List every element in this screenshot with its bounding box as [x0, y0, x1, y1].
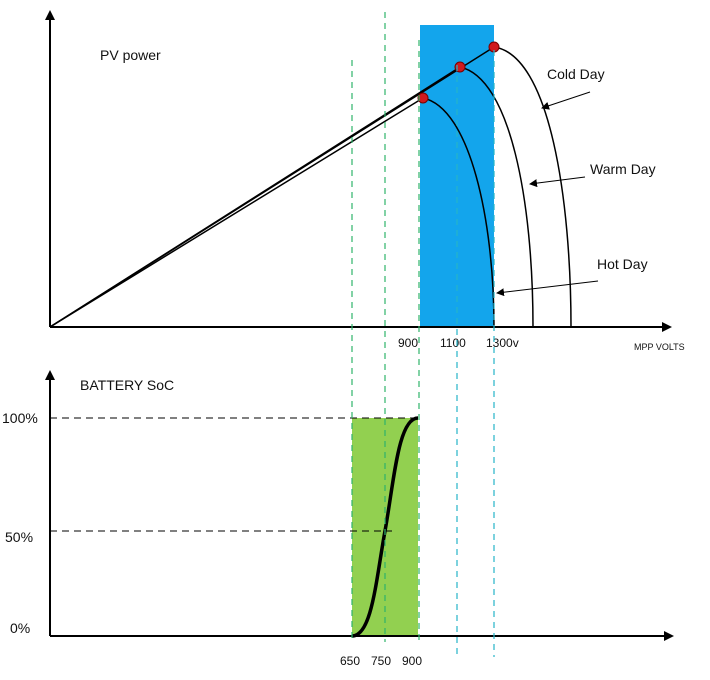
cold-curve	[49, 46, 572, 328]
x-tick-label: 1300v	[486, 336, 519, 350]
x-tick-label: 900	[402, 654, 422, 668]
x-tick-label: 1100	[440, 336, 466, 350]
curve-label: Hot Day	[597, 256, 648, 272]
warm-curve	[49, 66, 534, 328]
curve-label: Cold Day	[547, 66, 605, 82]
curve-label: Warm Day	[590, 161, 656, 177]
x-axis-label: MPP VOLTS	[634, 342, 685, 352]
hot-curve	[49, 97, 495, 328]
arrow	[529, 176, 586, 188]
y-tick-label: 100%	[2, 410, 38, 426]
x-tick-label: 750	[371, 654, 391, 668]
panel-title: BATTERY SoC	[80, 377, 174, 393]
x-tick-label: 900	[398, 336, 418, 350]
y-tick-label: 50%	[5, 529, 33, 545]
x-tick-label: 650	[340, 654, 360, 668]
y-tick-label: 0%	[10, 620, 30, 636]
arrow	[496, 280, 599, 297]
arrow	[541, 91, 591, 110]
mpp-point	[417, 92, 429, 104]
panel-title: PV power	[100, 47, 161, 63]
